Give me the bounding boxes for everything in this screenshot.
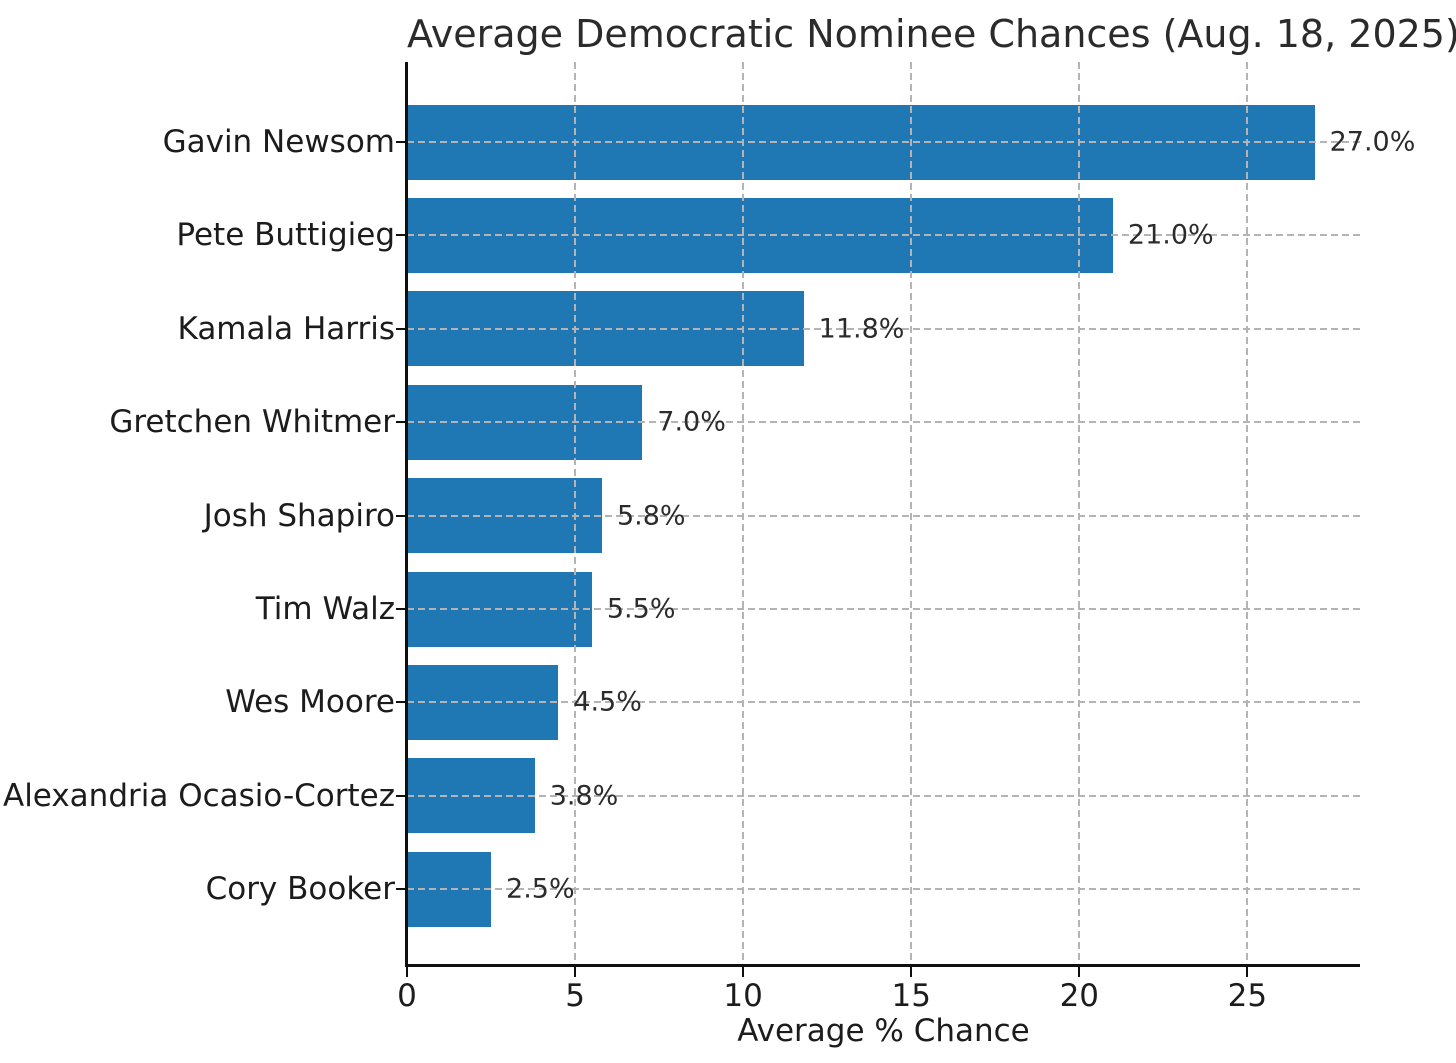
category-label-5: Tim Walz bbox=[255, 591, 395, 627]
horizontal-gridline-1 bbox=[407, 234, 1360, 237]
category-label-2: Kamala Harris bbox=[177, 310, 395, 347]
vertical-gridline-5 bbox=[574, 62, 577, 965]
value-label-0: 27.0% bbox=[1329, 126, 1416, 158]
y-tick-mark-2 bbox=[396, 327, 407, 330]
x-axis-spine bbox=[405, 964, 1360, 967]
category-label-0: Gavin Newsom bbox=[162, 124, 395, 160]
value-label-3: 7.0% bbox=[657, 406, 726, 438]
value-label-5: 5.5% bbox=[606, 593, 676, 625]
category-label-8: Cory Booker bbox=[205, 871, 395, 908]
y-axis-spine bbox=[405, 62, 408, 965]
x-tick-mark-0 bbox=[406, 967, 408, 977]
horizontal-gridline-0 bbox=[407, 141, 1360, 143]
value-label-4: 5.8% bbox=[616, 500, 686, 532]
x-tick-mark-25 bbox=[1246, 967, 1249, 977]
y-tick-mark-4 bbox=[396, 514, 407, 517]
plot-area: 27.0% 21.0% 11.8% 7.0% 5.8% 5.5% 4.5% 3.8% 2.5% bbox=[396, 62, 1415, 977]
x-tick-label-10: 10 bbox=[723, 978, 763, 1014]
y-tick-mark-1 bbox=[396, 234, 407, 237]
y-tick-mark-6 bbox=[396, 701, 407, 704]
vertical-gridline-15 bbox=[910, 62, 913, 965]
x-tick-mark-20 bbox=[1078, 967, 1081, 977]
value-label-1: 21.0% bbox=[1127, 219, 1214, 251]
horizontal-gridline-3 bbox=[407, 421, 1360, 424]
x-tick-mark-5 bbox=[574, 967, 577, 977]
category-label-6: Wes Moore bbox=[225, 684, 395, 721]
horizontal-gridline-2 bbox=[407, 327, 1360, 330]
horizontal-gridline-6 bbox=[407, 701, 1360, 704]
vertical-gridline-10 bbox=[742, 62, 745, 965]
value-label-6: 4.5% bbox=[573, 686, 642, 718]
y-tick-mark-0 bbox=[396, 141, 407, 143]
y-tick-mark-5 bbox=[396, 608, 407, 610]
x-tick-label-25: 25 bbox=[1227, 978, 1268, 1014]
x-tick-label-15: 15 bbox=[891, 978, 931, 1014]
category-label-3: Gretchen Whitmer bbox=[109, 404, 395, 441]
y-tick-mark-8 bbox=[396, 888, 407, 891]
x-tick-mark-15 bbox=[910, 967, 913, 977]
x-tick-label-5: 5 bbox=[565, 978, 585, 1014]
x-tick-mark-10 bbox=[742, 967, 745, 977]
chart-title: Average Democratic Nominee Chances (Aug.… bbox=[407, 12, 1456, 56]
category-label-1: Pete Buttigieg bbox=[176, 217, 395, 254]
value-label-8: 2.5% bbox=[506, 873, 575, 905]
vertical-gridline-20 bbox=[1078, 62, 1081, 965]
x-tick-label-20: 20 bbox=[1059, 978, 1100, 1014]
horizontal-gridline-7 bbox=[407, 794, 1360, 797]
value-label-7: 3.8% bbox=[549, 780, 619, 812]
x-tick-label-0: 0 bbox=[397, 978, 417, 1014]
vertical-gridline-25 bbox=[1246, 62, 1249, 965]
y-tick-mark-7 bbox=[396, 794, 407, 797]
horizontal-gridline-5 bbox=[407, 608, 1360, 610]
y-tick-mark-3 bbox=[396, 421, 407, 424]
category-label-7: Alexandria Ocasio-Cortez bbox=[2, 777, 395, 814]
horizontal-gridline-4 bbox=[407, 514, 1360, 517]
x-axis-title: Average % Chance bbox=[737, 1013, 1030, 1049]
value-label-2: 11.8% bbox=[818, 313, 905, 345]
horizontal-gridline-8 bbox=[407, 888, 1360, 891]
category-label-4: Josh Shapiro bbox=[203, 497, 395, 534]
